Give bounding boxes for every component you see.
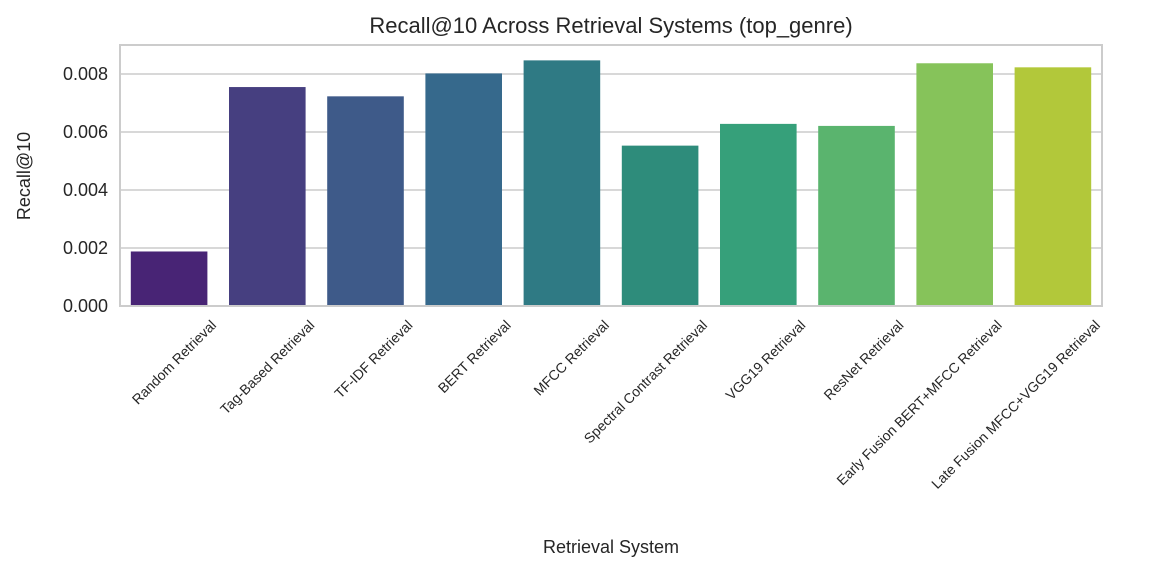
bar xyxy=(720,123,797,306)
y-tick-label: 0.006 xyxy=(63,122,108,142)
bar xyxy=(425,73,502,306)
bar xyxy=(327,96,404,306)
bar xyxy=(1014,67,1092,306)
y-tick-label: 0.004 xyxy=(63,180,108,200)
bar xyxy=(818,125,895,306)
x-tick-label: VGG19 Retrieval xyxy=(722,317,808,403)
bars xyxy=(130,60,1092,307)
x-tick-label: MFCC Retrieval xyxy=(530,317,612,399)
x-tick-label: BERT Retrieval xyxy=(435,317,514,396)
x-tick-label: ResNet Retrieval xyxy=(820,317,906,403)
x-tick-label: Late Fusion MFCC+VGG19 Retrieval xyxy=(928,317,1103,492)
x-tick-label: Random Retrieval xyxy=(129,317,220,408)
bar xyxy=(916,63,993,306)
y-axis-label: Recall@10 xyxy=(14,132,34,220)
chart-title: Recall@10 Across Retrieval Systems (top_… xyxy=(369,13,852,38)
x-axis-label: Retrieval System xyxy=(543,537,679,557)
y-tick-label: 0.002 xyxy=(63,238,108,258)
bar xyxy=(229,87,306,306)
y-tick-labels: 0.000 0.002 0.004 0.006 0.008 xyxy=(63,64,108,316)
y-tick-label: 0.008 xyxy=(63,64,108,84)
y-tick-label: 0.000 xyxy=(63,296,108,316)
x-tick-label: Tag-Based Retrieval xyxy=(217,317,317,417)
bar xyxy=(523,60,601,307)
x-tick-label: TF-IDF Retrieval xyxy=(331,317,415,401)
x-tick-label: Early Fusion BERT+MFCC Retrieval xyxy=(833,317,1004,488)
bar xyxy=(130,251,208,306)
bar xyxy=(621,145,699,306)
plot-frame xyxy=(119,44,1103,307)
